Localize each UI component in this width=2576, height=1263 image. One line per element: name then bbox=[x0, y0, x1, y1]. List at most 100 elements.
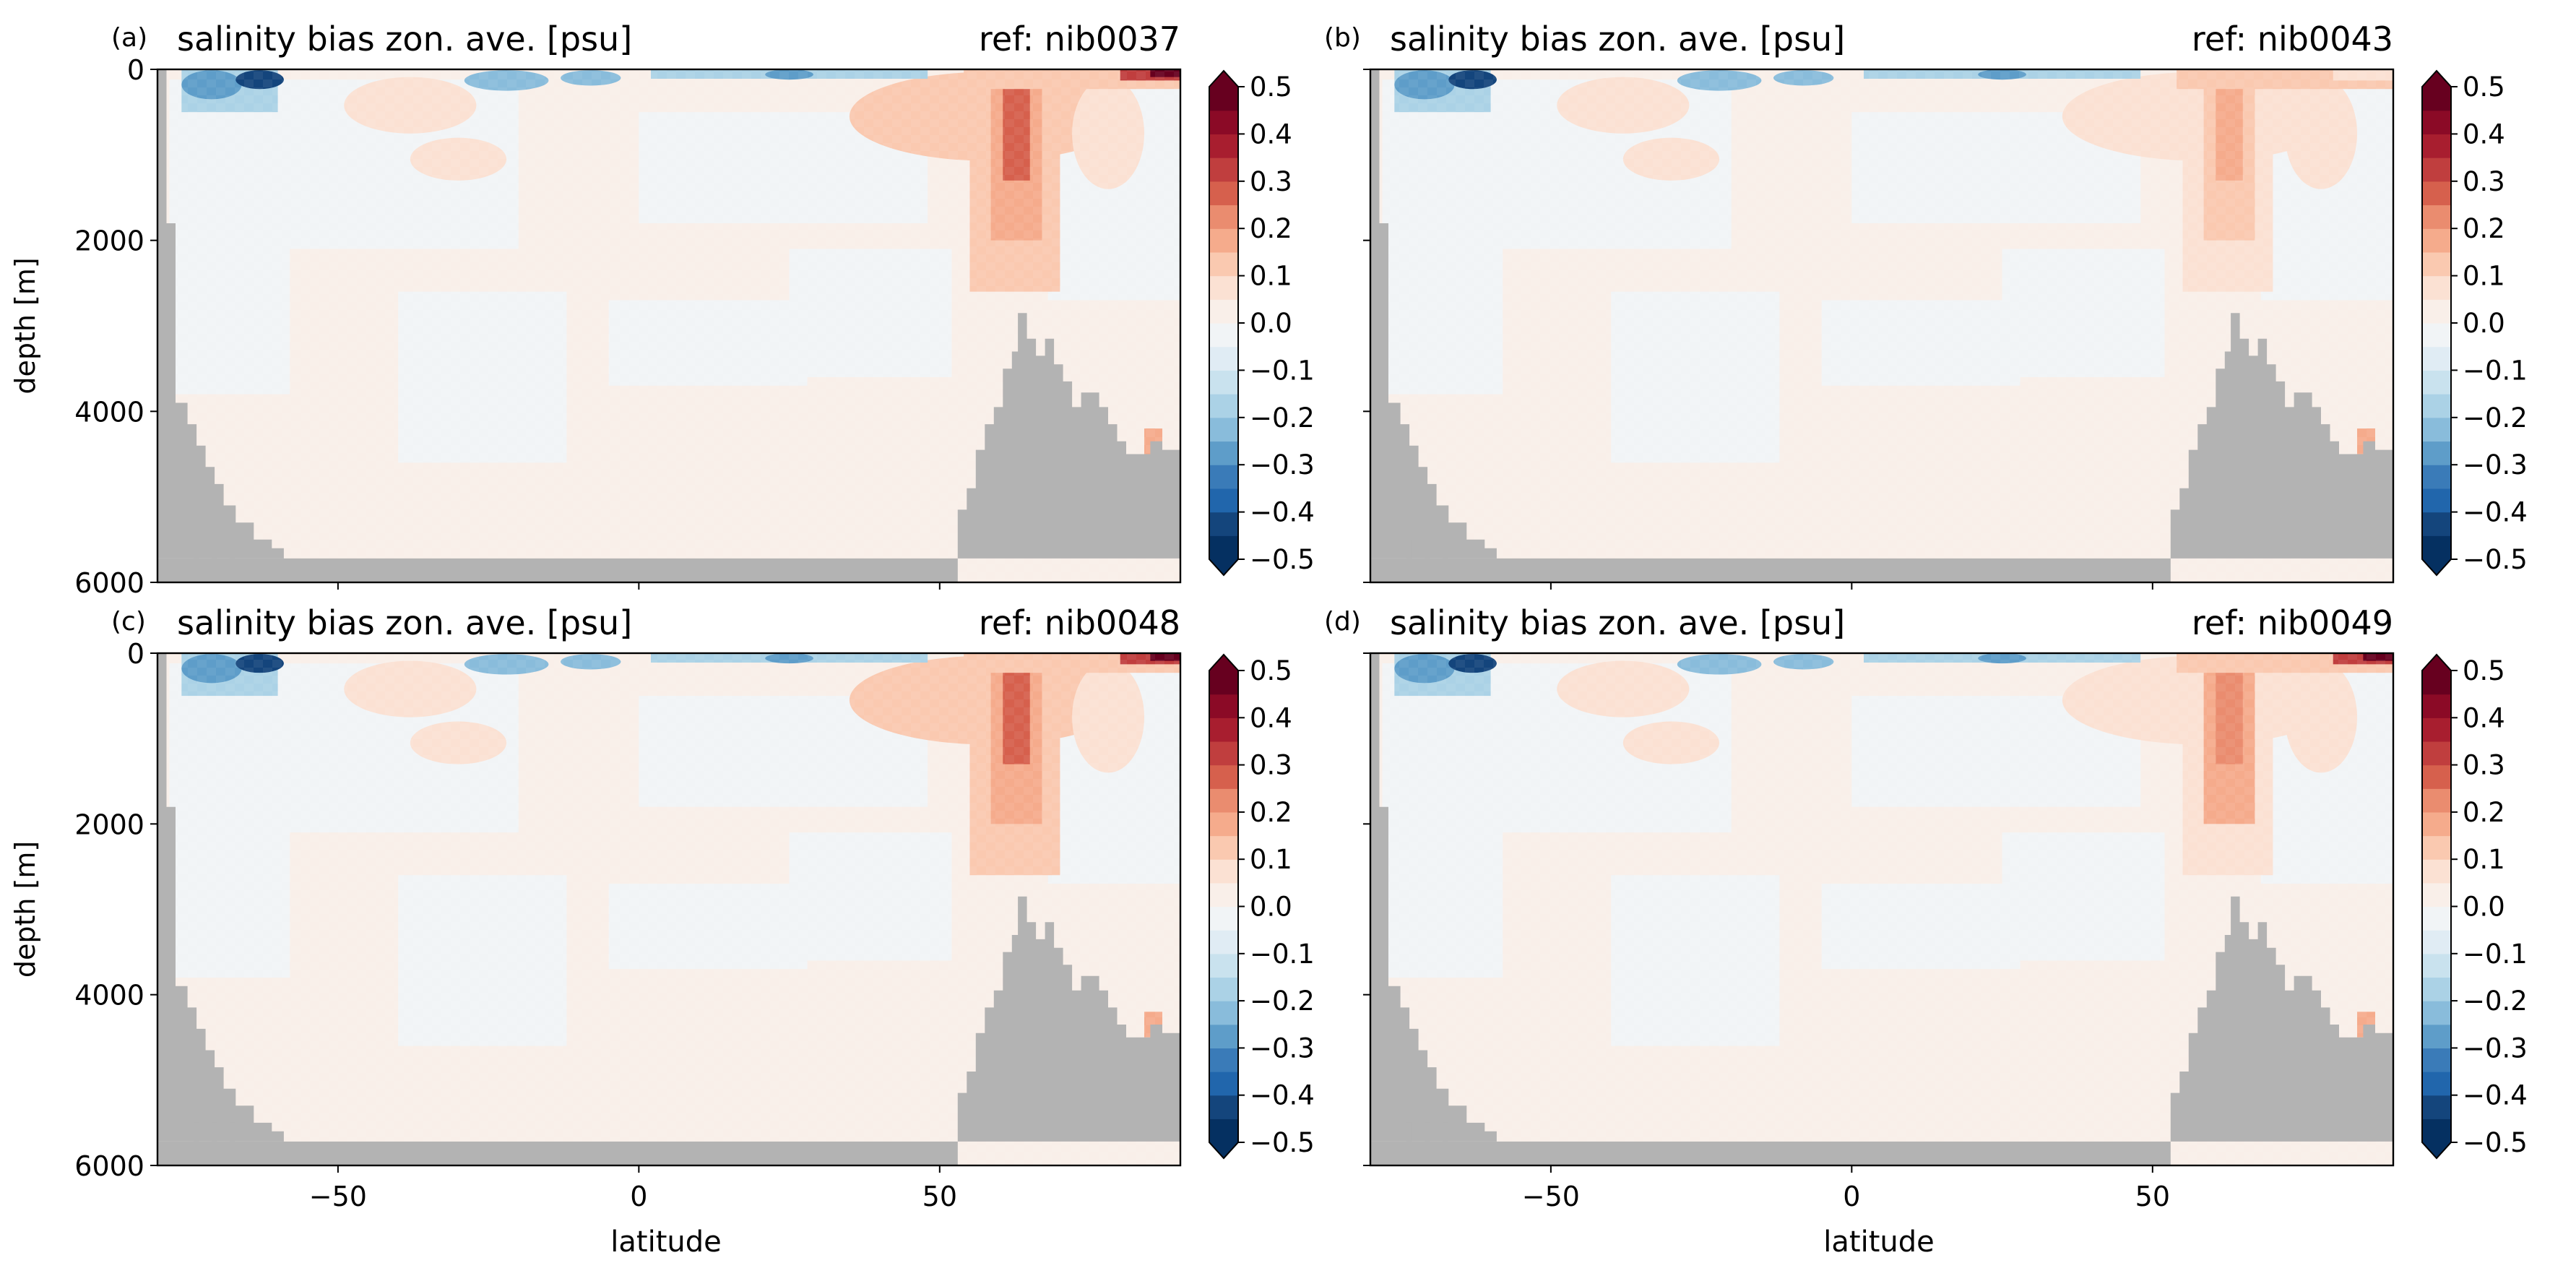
panel-2: 0 2000 4000 6000 −50 0 50 depth [m] (c) salinity … bbox=[9, 603, 1315, 1212]
x-tick-label: 50 bbox=[2135, 1181, 2170, 1212]
x-tick-label: 0 bbox=[1843, 1181, 1860, 1212]
colorbar-segment bbox=[2422, 953, 2451, 978]
colorbar-segment bbox=[1209, 882, 1238, 908]
colorbar-segment bbox=[1209, 441, 1238, 465]
colorbar-segment bbox=[1209, 323, 1238, 348]
seafloor-notch bbox=[1424, 1122, 1430, 1142]
seafloor-notch bbox=[1442, 539, 1448, 559]
colorbar-segment bbox=[2422, 811, 2451, 837]
x-tick-label: −50 bbox=[309, 1181, 367, 1212]
colorbar-tick-label: −0.4 bbox=[2463, 497, 2528, 528]
colorbar-segment bbox=[1209, 1024, 1238, 1048]
colorbar-segment bbox=[1209, 859, 1238, 884]
colorbar-segment bbox=[1209, 299, 1238, 324]
colorbar-segment bbox=[2422, 299, 2451, 324]
colorbar-segment bbox=[2422, 346, 2451, 371]
seafloor-south bbox=[157, 653, 284, 1142]
colorbar-segment bbox=[1209, 370, 1238, 395]
colorbar-segment bbox=[2422, 204, 2451, 229]
colorbar-tick-label: −0.5 bbox=[1250, 1127, 1315, 1158]
colorbar-segment bbox=[2422, 488, 2451, 513]
colorbar-segment bbox=[1209, 741, 1238, 766]
panel-reference: ref: nib0037 bbox=[979, 20, 1180, 59]
panel-title: salinity bias zon. ave. [psu] bbox=[177, 603, 632, 642]
panel-reference: ref: nib0048 bbox=[979, 603, 1180, 642]
colorbar-segment bbox=[2422, 87, 2451, 111]
colorbar-extend-max bbox=[2422, 655, 2451, 671]
colorbar-tick-label: 0.4 bbox=[2463, 702, 2505, 733]
colorbar-segment bbox=[2422, 741, 2451, 766]
colorbar-tick-label: −0.1 bbox=[1250, 939, 1315, 970]
colorbar-extend-max bbox=[2422, 71, 2451, 87]
colorbar-segment bbox=[1209, 204, 1238, 229]
panel-title: salinity bias zon. ave. [psu] bbox=[1390, 603, 1845, 642]
colorbar-tick-label: −0.2 bbox=[2463, 986, 2528, 1017]
colorbar-segment bbox=[1209, 110, 1238, 134]
y-axis-label: depth [m] bbox=[9, 257, 41, 394]
panel-label: (b) bbox=[1324, 23, 1361, 53]
colorbar-segment bbox=[1209, 275, 1238, 300]
colorbar-segment bbox=[1209, 835, 1238, 860]
colorbar-tick-label: −0.3 bbox=[1250, 1033, 1315, 1064]
colorbar-segment bbox=[1209, 512, 1238, 536]
salinity-field bbox=[157, 69, 1180, 582]
colorbar-tick-label: −0.2 bbox=[1250, 986, 1315, 1017]
colorbar-segment bbox=[1209, 134, 1238, 158]
colorbar-segment bbox=[1209, 181, 1238, 206]
colorbar-segment bbox=[2422, 835, 2451, 860]
y-tick-label: 6000 bbox=[74, 567, 144, 599]
colorbar-segment bbox=[2422, 1001, 2451, 1025]
colorbar-segment bbox=[2422, 694, 2451, 718]
colorbar-segment bbox=[1209, 1001, 1238, 1025]
colorbar-extend-min bbox=[2422, 1142, 2451, 1158]
seafloor-north bbox=[2170, 896, 2393, 1142]
colorbar-segment bbox=[2422, 417, 2451, 442]
colorbar: 0.5 0.4 0.3 0.2 0.1 0.0 −0.1 −0.2 −0.3 −0.4 −0.5 bbox=[2421, 653, 2528, 1160]
colorbar-segment bbox=[1209, 1095, 1238, 1119]
colorbar-segment bbox=[2422, 930, 2451, 954]
colorbar-tick-label: −0.2 bbox=[2463, 402, 2528, 434]
colorbar-segment bbox=[1209, 488, 1238, 513]
seafloor-south bbox=[1370, 653, 1497, 1142]
colorbar-segment bbox=[1209, 251, 1238, 277]
colorbar-tick-label: −0.4 bbox=[2463, 1080, 2528, 1111]
colorbar-segment bbox=[1209, 906, 1238, 931]
seafloor-notch bbox=[1442, 1122, 1448, 1142]
colorbar-tick-label: −0.3 bbox=[2463, 449, 2528, 480]
axes-frame bbox=[1369, 652, 2395, 1167]
seafloor-basin bbox=[157, 1141, 958, 1165]
axes-frame bbox=[156, 652, 1182, 1167]
colorbar-segment bbox=[2422, 158, 2451, 182]
panel-1: (b) salinity bias zon. ave. [psu] ref: nib… bbox=[1324, 20, 2528, 590]
salinity-field bbox=[1370, 69, 2393, 582]
colorbar-segment bbox=[2422, 275, 2451, 300]
panel-label: (c) bbox=[111, 607, 146, 637]
colorbar-tick-label: 0.3 bbox=[1250, 750, 1292, 781]
colorbar-segment bbox=[2422, 1118, 2451, 1143]
colorbar-segment bbox=[1209, 930, 1238, 954]
colorbar-segment bbox=[2422, 323, 2451, 348]
y-axis-label: depth [m] bbox=[9, 841, 41, 978]
colorbar-tick-label: 0.3 bbox=[2463, 166, 2505, 197]
seafloor-notch bbox=[193, 1122, 199, 1142]
seafloor-south bbox=[1370, 69, 1497, 559]
colorbar-tick-label: 0.1 bbox=[2463, 844, 2505, 875]
colorbar-segment bbox=[2422, 1048, 2451, 1072]
colorbar-tick-label: 0.5 bbox=[1250, 655, 1292, 686]
colorbar-tick-label: 0.5 bbox=[2463, 72, 2505, 103]
colorbar-segment bbox=[1209, 764, 1238, 789]
y-tick-label: 2000 bbox=[74, 809, 144, 840]
colorbar-tick-label: −0.3 bbox=[1250, 449, 1315, 480]
seafloor-north bbox=[957, 313, 1180, 559]
colorbar-segment bbox=[1209, 977, 1238, 1001]
y-tick-label: 2000 bbox=[74, 225, 144, 257]
colorbar-tick-label: −0.1 bbox=[1250, 355, 1315, 386]
seafloor-basin bbox=[1370, 558, 2171, 582]
colorbar-tick-label: 0.2 bbox=[2463, 213, 2505, 244]
colorbar-segment bbox=[2422, 110, 2451, 134]
colorbar-tick-label: 0.1 bbox=[1250, 261, 1292, 292]
colorbar-segment bbox=[2422, 535, 2451, 560]
panel-3: −50 0 50 (d) salinity bias zon. ave. [psu] re… bbox=[1324, 603, 2528, 1212]
colorbar: 0.5 0.4 0.3 0.2 0.1 0.0 −0.1 −0.2 −0.3 −0.4 −0.5 bbox=[1209, 653, 1315, 1160]
